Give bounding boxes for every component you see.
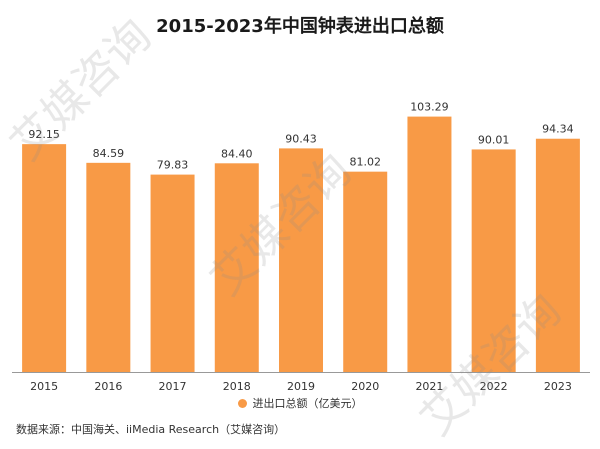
x-tick-label: 2017 [159, 380, 187, 393]
bar-2017 [150, 174, 195, 372]
bar-2021 [407, 116, 452, 372]
x-tick-labels-group: 2015 2016 2017 2018 2019 2020 2021 2022 2023 [30, 380, 572, 393]
legend: 进出口总额（亿美元） [0, 395, 600, 411]
legend-label: 进出口总额（亿美元） [252, 397, 363, 410]
bar-2018 [214, 163, 259, 372]
bars-group [22, 116, 580, 372]
legend-swatch [237, 398, 247, 408]
bar-value-label: 81.02 [349, 156, 381, 169]
bar-value-label: 84.40 [221, 147, 253, 160]
bar-value-label: 90.01 [478, 133, 510, 146]
bar-2016 [86, 162, 131, 372]
x-tick-label: 2015 [30, 380, 58, 393]
x-tick-label: 2021 [415, 380, 443, 393]
x-tick-label: 2019 [287, 380, 315, 393]
x-tick-label: 2018 [223, 380, 251, 393]
bar-2019 [279, 148, 323, 372]
bar-value-label: 94.34 [542, 123, 574, 136]
x-tick-label: 2023 [544, 380, 572, 393]
bar-2022 [471, 149, 516, 372]
chart-title: 2015-2023年中国钟表进出口总额 [156, 16, 444, 37]
x-tick-label: 2016 [94, 380, 122, 393]
value-labels-group: 92.15 84.59 79.83 84.40 90.43 81.02 103.29 90.0… [28, 101, 573, 172]
bar-value-label: 79.83 [157, 159, 189, 172]
bar-value-label: 92.15 [28, 128, 60, 141]
bar-2020 [343, 171, 388, 372]
bar-value-label: 103.29 [410, 101, 449, 114]
x-tick-label: 2020 [351, 380, 379, 393]
bar-2023 [535, 138, 580, 372]
x-tick-label: 2022 [480, 380, 508, 393]
bar-2015 [22, 144, 67, 372]
source-note: 数据来源：中国海关、iiMedia Research（艾媒咨询） [16, 423, 286, 436]
bar-value-label: 84.59 [93, 147, 125, 160]
bar-value-label: 90.43 [285, 132, 317, 145]
